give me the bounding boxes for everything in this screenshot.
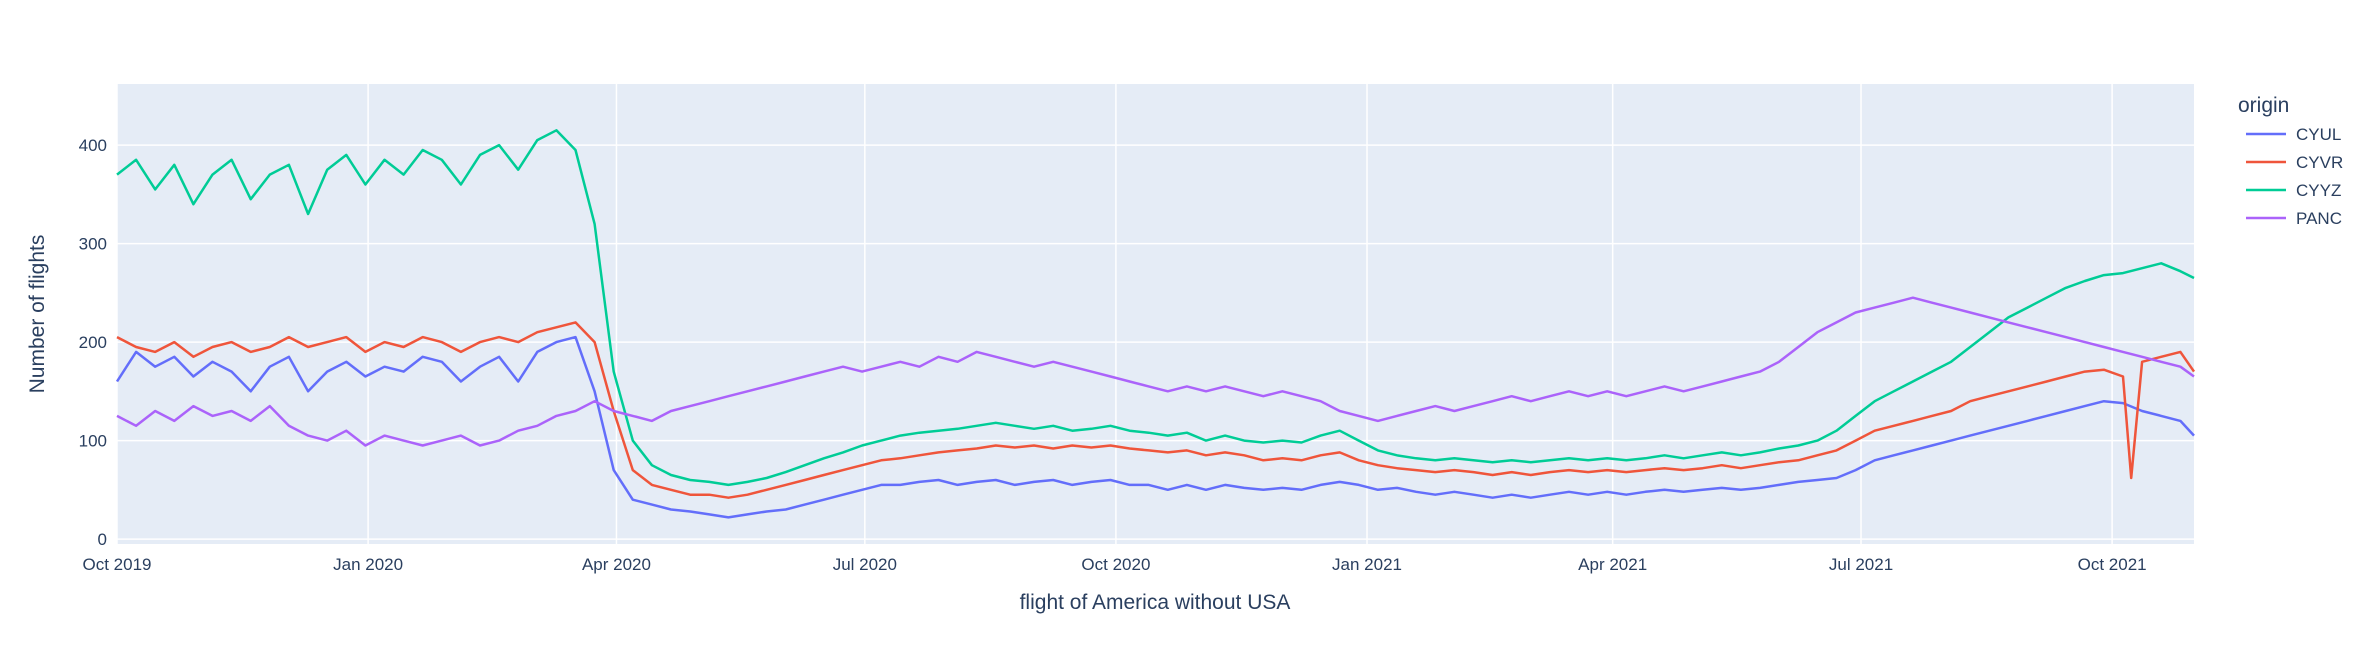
y-tick-label: 100 [79, 432, 107, 451]
x-tick-label: Apr 2020 [582, 555, 651, 574]
grid [116, 84, 2194, 544]
y-tick-label: 300 [79, 235, 107, 254]
x-tick-label: Jul 2020 [833, 555, 897, 574]
y-tick-label: 200 [79, 333, 107, 352]
legend-label-cyyz: CYYZ [2296, 181, 2341, 200]
x-tick-label: Jul 2021 [1829, 555, 1893, 574]
series-lines [115, 129, 2196, 519]
x-tick-label: Oct 2019 [83, 555, 152, 574]
x-tick-label: Jan 2020 [333, 555, 403, 574]
legend: origin CYUL CYVR CYYZ PANC [2238, 94, 2343, 228]
series-line-cyul [115, 335, 2195, 519]
legend-label-cyvr: CYVR [2296, 153, 2343, 172]
x-tick-label: Oct 2021 [2078, 555, 2147, 574]
tick-labels: 0 100 200 300 400 Oct 2019 Jan 2020 Apr 2020 Jul… [79, 136, 2147, 574]
plot-area [117, 84, 2194, 544]
legend-label-panc: PANC [2296, 209, 2342, 228]
legend-label-cyul: CYUL [2296, 125, 2341, 144]
x-tick-label: Oct 2020 [1081, 555, 1150, 574]
legend-title: origin [2238, 94, 2289, 117]
x-axis-title: flight of America without USA [1020, 591, 1291, 614]
y-axis-title: Number of flights [26, 235, 49, 394]
series-line-cyvr [116, 321, 2196, 499]
y-tick-label: 0 [98, 530, 107, 549]
legend-items: CYUL CYVR CYYZ PANC [2246, 125, 2343, 228]
series-line-panc [116, 296, 2195, 447]
series-line-cyyz [116, 129, 2195, 487]
x-tick-label: Apr 2021 [1578, 555, 1647, 574]
x-tick-label: Jan 2021 [1332, 555, 1402, 574]
y-tick-label: 400 [79, 136, 107, 155]
